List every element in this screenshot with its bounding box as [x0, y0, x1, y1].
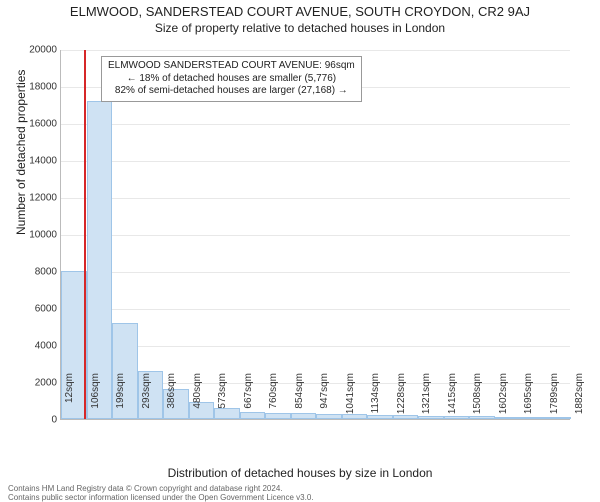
x-tick-label: 199sqm: [115, 373, 126, 423]
y-tick-label: 2000: [35, 378, 57, 389]
page-subtitle: Size of property relative to detached ho…: [0, 19, 600, 35]
annotation-box: ELMWOOD SANDERSTEAD COURT AVENUE: 96sqm …: [101, 56, 362, 102]
x-tick-label: 386sqm: [166, 373, 177, 423]
histogram-bar: [87, 101, 113, 419]
x-tick-label: 760sqm: [268, 373, 279, 423]
footer-copyright: Contains HM Land Registry data © Crown c…: [8, 484, 314, 502]
gridline: [61, 235, 570, 236]
page: ELMWOOD, SANDERSTEAD COURT AVENUE, SOUTH…: [0, 0, 600, 500]
x-tick-label: 480sqm: [192, 373, 203, 423]
x-tick-label: 1695sqm: [523, 373, 534, 423]
annotation-line-1: ELMWOOD SANDERSTEAD COURT AVENUE: 96sqm: [108, 60, 355, 73]
gridline: [61, 124, 570, 125]
x-tick-label: 947sqm: [319, 373, 330, 423]
x-tick-label: 12sqm: [64, 373, 75, 423]
x-tick-label: 1134sqm: [370, 373, 381, 423]
y-tick-label: 12000: [29, 193, 57, 204]
y-tick-label: 16000: [29, 119, 57, 130]
y-tick-label: 8000: [35, 267, 57, 278]
x-tick-label: 1789sqm: [549, 373, 560, 423]
y-tick-label: 20000: [29, 45, 57, 56]
x-tick-label: 854sqm: [294, 373, 305, 423]
gridline: [61, 272, 570, 273]
y-tick-label: 0: [51, 415, 57, 426]
x-tick-label: 1508sqm: [472, 373, 483, 423]
x-tick-label: 1041sqm: [345, 373, 356, 423]
y-tick-label: 18000: [29, 82, 57, 93]
x-tick-label: 1602sqm: [498, 373, 509, 423]
x-tick-label: 1228sqm: [396, 373, 407, 423]
gridline: [61, 50, 570, 51]
y-tick-label: 10000: [29, 230, 57, 241]
histogram-chart: 0200040006000800010000120001400016000180…: [60, 50, 570, 420]
y-tick-label: 4000: [35, 341, 57, 352]
x-tick-label: 293sqm: [141, 373, 152, 423]
page-title: ELMWOOD, SANDERSTEAD COURT AVENUE, SOUTH…: [0, 0, 600, 19]
annotation-line-2: ← 18% of detached houses are smaller (5,…: [108, 73, 355, 86]
x-tick-label: 1415sqm: [447, 373, 458, 423]
gridline: [61, 161, 570, 162]
property-marker-line: [84, 50, 86, 419]
x-axis-label: Distribution of detached houses by size …: [0, 466, 600, 480]
y-tick-label: 14000: [29, 156, 57, 167]
x-tick-label: 667sqm: [243, 373, 254, 423]
footer-line-1: Contains HM Land Registry data © Crown c…: [8, 484, 283, 493]
y-tick-label: 6000: [35, 304, 57, 315]
x-tick-label: 1882sqm: [574, 373, 585, 423]
x-tick-label: 106sqm: [90, 373, 101, 423]
gridline: [61, 309, 570, 310]
footer-line-2: Contains public sector information licen…: [8, 493, 314, 502]
x-tick-label: 573sqm: [217, 373, 228, 423]
x-tick-label: 1321sqm: [421, 373, 432, 423]
annotation-line-3: 82% of semi-detached houses are larger (…: [108, 85, 355, 98]
y-axis-label: Number of detached properties: [14, 70, 28, 235]
gridline: [61, 198, 570, 199]
